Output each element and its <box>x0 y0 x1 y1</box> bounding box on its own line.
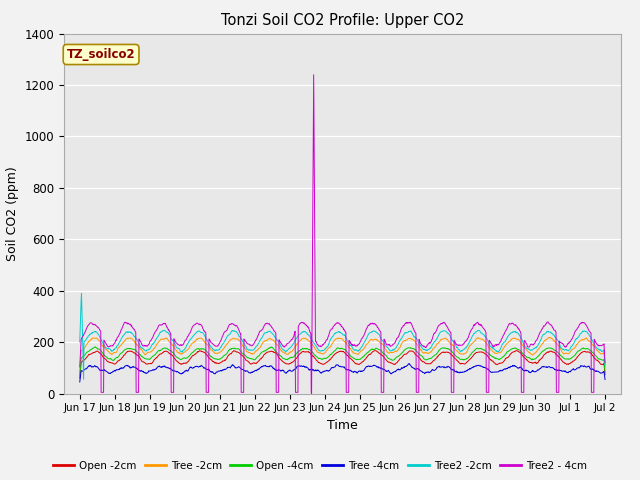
Title: Tonzi Soil CO2 Profile: Upper CO2: Tonzi Soil CO2 Profile: Upper CO2 <box>221 13 464 28</box>
X-axis label: Time: Time <box>327 419 358 432</box>
Legend: Open -2cm, Tree -2cm, Open -4cm, Tree -4cm, Tree2 -2cm, Tree2 - 4cm: Open -2cm, Tree -2cm, Open -4cm, Tree -4… <box>49 456 591 475</box>
Y-axis label: Soil CO2 (ppm): Soil CO2 (ppm) <box>6 166 19 261</box>
Text: TZ_soilco2: TZ_soilco2 <box>67 48 136 61</box>
